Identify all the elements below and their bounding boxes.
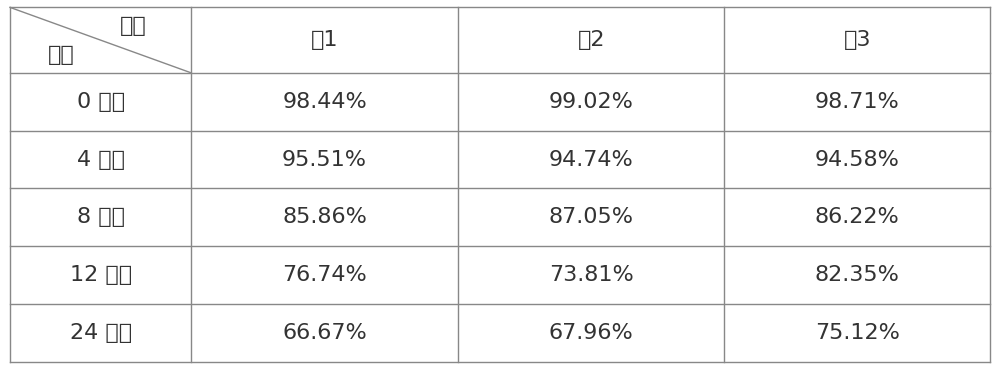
Text: 67.96%: 67.96% <box>549 323 634 343</box>
Text: 12 小时: 12 小时 <box>70 265 132 285</box>
Text: 82.35%: 82.35% <box>815 265 900 285</box>
Text: 劘1: 劘1 <box>311 30 338 50</box>
Text: 76.74%: 76.74% <box>282 265 367 285</box>
Text: 98.44%: 98.44% <box>282 92 367 112</box>
Text: 劘2: 劘2 <box>577 30 605 50</box>
Text: 4 小时: 4 小时 <box>77 149 125 169</box>
Text: 24 小时: 24 小时 <box>70 323 132 343</box>
Text: 73.81%: 73.81% <box>549 265 634 285</box>
Text: 99.02%: 99.02% <box>549 92 634 112</box>
Text: 组别: 组别 <box>120 16 147 36</box>
Text: 66.67%: 66.67% <box>282 323 367 343</box>
Text: 95.51%: 95.51% <box>282 149 367 169</box>
Text: 86.22%: 86.22% <box>815 207 900 227</box>
Text: 劘3: 劘3 <box>843 30 871 50</box>
Text: 85.86%: 85.86% <box>282 207 367 227</box>
Text: 94.74%: 94.74% <box>549 149 634 169</box>
Text: 0 小时: 0 小时 <box>77 92 125 112</box>
Text: 98.71%: 98.71% <box>815 92 900 112</box>
Text: 87.05%: 87.05% <box>549 207 634 227</box>
Text: 94.58%: 94.58% <box>815 149 900 169</box>
Text: 75.12%: 75.12% <box>815 323 900 343</box>
Text: 时间: 时间 <box>47 45 74 65</box>
Text: 8 小时: 8 小时 <box>77 207 125 227</box>
